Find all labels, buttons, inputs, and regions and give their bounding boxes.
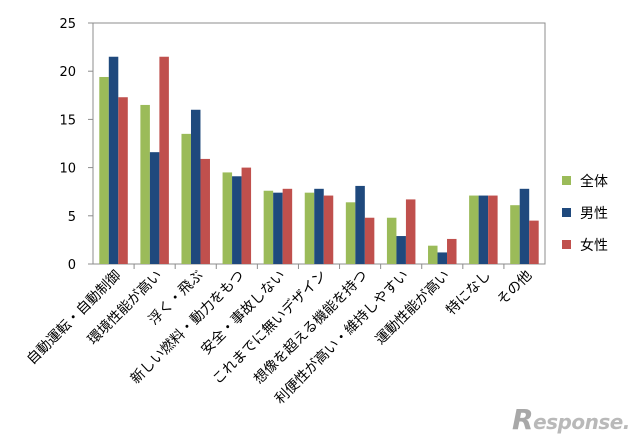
bar [232, 176, 242, 264]
bar [263, 190, 274, 264]
bar [364, 217, 375, 264]
bar [118, 97, 128, 264]
bar [437, 252, 448, 264]
legend-swatch [562, 240, 571, 249]
response-watermark-logo: Response. [512, 403, 630, 436]
bar [469, 195, 479, 264]
bar [396, 236, 406, 264]
bar [488, 195, 498, 264]
bar [519, 188, 530, 264]
y-tick-label: 20 [59, 65, 76, 80]
x-axis: 自動運転・自動制御環境性能が高い浮く・飛ぶ新しい燃料・動力をもつ安全・事故しない… [24, 264, 535, 407]
bar [428, 245, 438, 264]
y-axis: 0 5 10 15 20 25 [59, 17, 93, 273]
legend-swatch [562, 208, 571, 217]
category-label: その他 [494, 268, 535, 309]
y-tick-label: 10 [59, 162, 76, 177]
bar [273, 192, 283, 264]
legend-label: 全体 [580, 173, 608, 190]
bar [159, 56, 169, 264]
bar [140, 104, 150, 264]
legend-label: 女性 [580, 237, 608, 254]
bar [405, 199, 416, 264]
bar [447, 238, 457, 264]
legend-swatch [562, 176, 571, 185]
bar [510, 205, 520, 264]
category-label: 特になし [443, 268, 494, 319]
bar [323, 195, 334, 264]
legend-label: 男性 [580, 206, 608, 222]
bar [241, 167, 252, 264]
bar [355, 185, 365, 264]
bar [108, 56, 119, 264]
bar [99, 76, 109, 264]
y-tick-label: 0 [68, 258, 76, 273]
y-tick-label: 5 [68, 210, 76, 225]
bar [529, 220, 539, 264]
bar [149, 152, 160, 264]
plot-area [92, 22, 546, 265]
bar [200, 158, 210, 264]
bar [222, 172, 233, 264]
bar [386, 217, 397, 264]
bar [478, 195, 489, 264]
category-label: 運動性能が高い [372, 267, 453, 348]
bar [190, 109, 201, 264]
category-label: 環境性能が高い [84, 267, 165, 348]
bar [345, 202, 356, 264]
bar [304, 192, 315, 264]
bar [314, 188, 324, 264]
bar [181, 133, 191, 264]
bar [282, 188, 293, 264]
y-tick-label: 25 [59, 17, 76, 32]
y-tick-label: 15 [59, 113, 76, 128]
